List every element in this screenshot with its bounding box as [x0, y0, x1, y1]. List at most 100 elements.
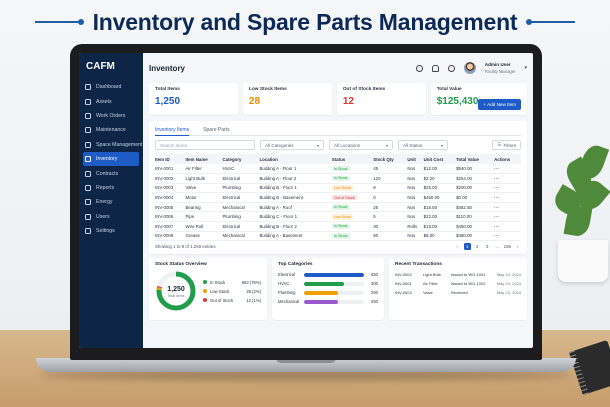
sidebar: CAFM Dashboard Assets Work Orders Mainte… [79, 53, 143, 348]
table-row[interactable]: INV-0005 Bearing Mechanical Building A - Ro… [155, 202, 521, 213]
sidebar-item-settings[interactable]: Settings [79, 224, 143, 238]
status-badge: In Stock [331, 204, 350, 211]
tab-spare-parts[interactable]: Spare Parts [203, 126, 230, 133]
cell-status: Low Stock [331, 211, 374, 223]
main-content: Inventory Admin User Facility Manager ▾ … [143, 53, 533, 348]
status-select[interactable]: All Status ▾ [398, 140, 448, 150]
search-input[interactable]: Search items... [155, 140, 255, 150]
users-icon [85, 213, 91, 220]
add-new-item-button[interactable]: + Add New Item [478, 99, 521, 110]
cell-status: In Stock [331, 231, 374, 242]
card-label: Total Value [436, 87, 462, 92]
gear-icon [85, 228, 91, 235]
donut-center-label: Total items [167, 294, 184, 298]
more-actions-icon[interactable]: ··· [494, 195, 500, 201]
avatar[interactable] [463, 62, 476, 74]
sidebar-item-contracts[interactable]: Contracts [79, 166, 143, 180]
page-button[interactable]: 1 [463, 242, 471, 250]
table-row[interactable]: INV-0002 Light Bulb Electrical Building A -… [155, 173, 521, 184]
column-header[interactable]: Item ID [155, 154, 186, 164]
cell-qty: 30 [373, 221, 408, 232]
sidebar-item-maintenance[interactable]: Maintenance [79, 123, 143, 137]
bell-icon[interactable] [431, 64, 439, 72]
cell-item-id: INV-0004 [155, 192, 186, 203]
column-header[interactable]: Total Value [456, 154, 495, 164]
transaction-row[interactable]: INV-0001 Air Filter Issued to WO-1002 May 2… [395, 279, 521, 288]
more-actions-icon[interactable]: ··· [494, 204, 500, 210]
cell-status: In Stock [331, 164, 374, 175]
search-icon[interactable] [415, 64, 423, 72]
cell-total-value: $450.00 [456, 221, 495, 232]
cell-total-value: $200.00 [456, 183, 495, 194]
sidebar-item-label: Space Management [96, 141, 143, 148]
filter-icon: ☰ [497, 142, 502, 147]
status-select-value: All Status [403, 142, 423, 148]
next-page-icon[interactable]: › [516, 243, 519, 249]
status-badge: Low Stock [331, 214, 354, 220]
cell-category: Mechanical [222, 202, 260, 213]
card-total-items: Total Items 1,250 [149, 83, 238, 115]
column-header[interactable]: Unit [407, 154, 424, 164]
column-header[interactable]: Stock Qty [373, 154, 408, 164]
location-select[interactable]: All Locations ▾ [329, 140, 393, 150]
user-menu[interactable]: Admin User Facility Manager [485, 61, 516, 75]
cell-unit-cost: $12.00 [423, 164, 457, 175]
sidebar-item-inventory[interactable]: Inventory [83, 151, 139, 167]
prev-page-icon[interactable]: ‹ [456, 243, 458, 249]
chevron-down-icon[interactable]: ▾ [524, 65, 527, 71]
cell-item-name: Motor [185, 192, 223, 203]
more-actions-icon[interactable]: ··· [494, 175, 500, 181]
column-header[interactable]: Status [331, 154, 374, 164]
category-row: Mechanical 250 [278, 297, 378, 306]
sidebar-item-energy[interactable]: Energy [79, 195, 143, 209]
sidebar-item-space-management[interactable]: Space Management [79, 138, 143, 152]
sidebar-item-work-orders[interactable]: Work Orders [79, 109, 143, 123]
transaction-row[interactable]: INV-0002 Light Bulb Issued to WO-1001 May 2… [395, 270, 521, 279]
table-row[interactable]: INV-0008 Grease Mechanical Building A - Bas… [155, 231, 521, 242]
category-row: Plumbing 250 [278, 288, 378, 297]
sidebar-item-label: Users [96, 213, 110, 220]
transaction-date: May 23, 2024 [496, 290, 521, 296]
more-actions-icon[interactable]: ··· [494, 185, 500, 191]
cell-item-name: Pipe [185, 211, 223, 223]
more-actions-icon[interactable]: ··· [494, 214, 500, 220]
cell-qty: 120 [373, 173, 408, 184]
cell-actions: ··· [494, 192, 521, 203]
cell-unit: Nos [407, 183, 424, 194]
column-header[interactable]: Location [259, 154, 332, 164]
tab-inventory-items[interactable]: Inventory Items [155, 124, 190, 136]
table-row[interactable]: INV-0003 Valve Plumbing Building B - Floor … [155, 183, 521, 194]
table-row[interactable]: INV-0007 Wire Roll Electrical Building B - … [155, 221, 521, 232]
category-select[interactable]: All Categories ▾ [260, 140, 324, 150]
sidebar-item-assets[interactable]: Assets [79, 94, 143, 108]
pagination: Showing 1 to 8 of 1,250 entries ‹ 1 2 3 … [155, 241, 521, 251]
table-row[interactable]: INV-0004 Motor Electrical Building B - Base… [155, 192, 521, 203]
table-row[interactable]: INV-0001 Air Filter HVAC Building A - Floor… [155, 164, 521, 175]
cell-qty: 5 [373, 211, 408, 223]
cell-item-id: INV-0001 [155, 164, 186, 175]
cell-item-name: Light Bulb [185, 173, 223, 184]
page-button[interactable]: 3 [485, 243, 489, 249]
table-row[interactable]: INV-0006 Pipe Plumbing Building C - Floor 1… [155, 211, 521, 223]
more-actions-icon[interactable]: ··· [494, 166, 500, 172]
sidebar-item-label: Work Orders [96, 112, 126, 119]
column-header[interactable]: Item Name [185, 154, 223, 164]
transaction-row[interactable]: INV-0003 Valve Received May 23, 2024 [395, 288, 521, 297]
filters-button[interactable]: ☰ Filters [492, 140, 521, 150]
column-header[interactable]: Unit Cost [423, 154, 457, 164]
sidebar-item-dashboard[interactable]: Dashboard [79, 80, 143, 94]
sidebar-item-users[interactable]: Users [79, 210, 143, 224]
more-actions-icon[interactable]: ··· [494, 223, 500, 229]
page-button[interactable]: 156 [503, 243, 511, 249]
cell-unit-cost: $450.00 [423, 192, 457, 203]
cell-location: Building A - Roof [259, 202, 332, 213]
more-actions-icon[interactable]: ··· [494, 233, 500, 239]
sidebar-item-reports[interactable]: Reports [79, 181, 143, 195]
cell-total-value: $0.00 [456, 192, 495, 203]
card-out-of-stock: Out of Stock Items 12 [336, 83, 426, 115]
help-icon[interactable] [447, 64, 455, 72]
cell-item-name: Valve [185, 183, 223, 194]
page-button[interactable]: 2 [475, 243, 479, 249]
document-icon [85, 170, 91, 177]
column-header[interactable]: Category [222, 154, 260, 164]
